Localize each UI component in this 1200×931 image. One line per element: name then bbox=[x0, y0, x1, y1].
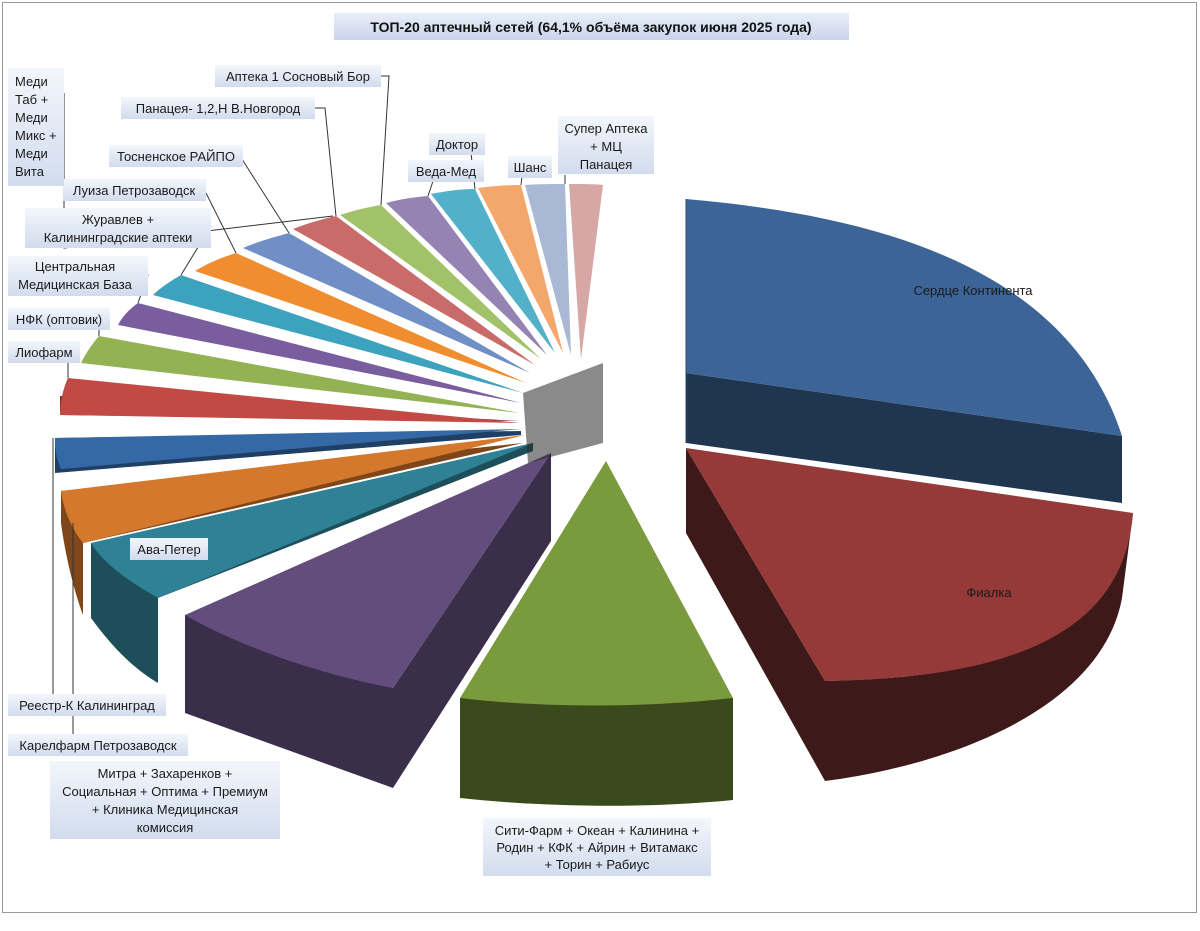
slice-fialka-top bbox=[686, 448, 1133, 681]
svg-text:Центральная: Центральная bbox=[35, 259, 115, 274]
label-reestr: Реестр-К Калининград bbox=[8, 694, 166, 716]
label-mitra: Митра + Захаренков + Социальная + Оптима… bbox=[50, 761, 280, 839]
label-fialka: Фиалка bbox=[966, 585, 1012, 600]
svg-text:НФК (оптовик): НФК (оптовик) bbox=[16, 312, 102, 327]
label-veda: Веда-Мед bbox=[408, 160, 484, 182]
svg-text:Микс +: Микс + bbox=[15, 128, 57, 143]
slice-shans-top bbox=[478, 185, 563, 353]
slice-veda-top bbox=[386, 196, 547, 355]
svg-text:+ МЦ: + МЦ bbox=[590, 139, 622, 154]
label-serdce: Сердце Континента bbox=[913, 283, 1033, 298]
svg-text:Доктор: Доктор bbox=[436, 137, 478, 152]
slice-apteka1-top bbox=[340, 205, 541, 359]
label-city: Сити-Фарм + Океан + Калинина + Родин + К… bbox=[483, 818, 711, 876]
slice-zhuravlev-top bbox=[153, 275, 523, 393]
svg-text:Социальная + Оптима + Премиум: Социальная + Оптима + Премиум bbox=[62, 784, 268, 799]
svg-text:Тосненское РАЙПО: Тосненское РАЙПО bbox=[117, 149, 235, 164]
svg-text:Лиофарм: Лиофарм bbox=[15, 345, 72, 360]
svg-text:Реестр-К Калининград: Реестр-К Калининград bbox=[19, 698, 155, 713]
svg-text:Карелфарм Петрозаводск: Карелфарм Петрозаводск bbox=[19, 738, 177, 753]
svg-text:Митра + Захаренков +: Митра + Захаренков + bbox=[98, 766, 233, 781]
label-nfk: НФК (оптовик) bbox=[8, 308, 110, 330]
label-liofarm: Лиофарм bbox=[8, 341, 80, 363]
slice-medi-top bbox=[569, 184, 603, 359]
svg-text:+ Торин + Рабиус: + Торин + Рабиус bbox=[545, 857, 650, 872]
pie-chart: ТОП-20 аптечный сетей (64,1% объёма заку… bbox=[8, 13, 1133, 876]
svg-text:Веда-Мед: Веда-Мед bbox=[416, 164, 477, 179]
svg-text:Фиалка: Фиалка bbox=[966, 585, 1012, 600]
svg-text:Родин + КФК + Айрин + Витамакс: Родин + КФК + Айрин + Витамакс bbox=[496, 840, 698, 855]
slice-reestr-top bbox=[55, 429, 521, 469]
svg-text:Панацея- 1,2,Н В.Новгород: Панацея- 1,2,Н В.Новгород bbox=[136, 101, 301, 116]
svg-text:Медицинская База: Медицинская База bbox=[18, 277, 133, 292]
svg-text:Супер Аптека: Супер Аптека bbox=[565, 121, 649, 136]
slice-mitra-side bbox=[185, 453, 551, 788]
slice-doktor-top bbox=[431, 189, 555, 353]
svg-text:Вита: Вита bbox=[15, 164, 45, 179]
label-ava: Ава-Петер bbox=[130, 538, 208, 560]
label-tosno: Тосненское РАЙПО bbox=[109, 145, 243, 167]
slice-mitra-top bbox=[185, 453, 551, 688]
svg-text:Меди: Меди bbox=[15, 74, 48, 89]
label-luiza: Луиза Петрозаводск bbox=[63, 179, 206, 201]
svg-text:Ава-Петер: Ава-Петер bbox=[137, 542, 200, 557]
slice-fialka-side bbox=[686, 448, 1133, 781]
label-panacea: Панацея- 1,2,Н В.Новгород bbox=[121, 97, 315, 119]
svg-text:Журавлев +: Журавлев + bbox=[82, 212, 154, 227]
svg-text:Калининградские аптеки: Калининградские аптеки bbox=[44, 230, 193, 245]
svg-text:Луиза Петрозаводск: Луиза Петрозаводск bbox=[73, 183, 196, 198]
slice-liofarm-top bbox=[60, 378, 520, 423]
slice-luiza-top bbox=[195, 253, 526, 383]
slice-city-side bbox=[460, 698, 733, 806]
label-medi: Меди Таб + Меди Микс + Меди Вита bbox=[8, 68, 64, 186]
slice-serdce-top bbox=[686, 199, 1122, 436]
label-karel: Карелфарм Петрозаводск bbox=[8, 734, 188, 756]
label-apteka1: Аптека 1 Сосновый Бор bbox=[215, 65, 381, 87]
slice-karel-top bbox=[61, 435, 525, 543]
slice-nfk-top bbox=[81, 336, 520, 413]
slice-super-top bbox=[525, 184, 571, 355]
svg-text:Сити-Фарм + Океан + Калинина +: Сити-Фарм + Океан + Калинина + bbox=[495, 823, 699, 838]
chart-frame: ТОП-20 аптечный сетей (64,1% объёма заку… bbox=[2, 2, 1197, 913]
svg-text:Панацея: Панацея bbox=[580, 157, 633, 172]
svg-text:комиссия: комиссия bbox=[137, 820, 194, 835]
chart-title: ТОП-20 аптечный сетей (64,1% объёма заку… bbox=[370, 19, 811, 35]
slices-dark-sides bbox=[523, 363, 603, 463]
label-shans: Шанс bbox=[508, 156, 552, 178]
svg-text:Сердце Континента: Сердце Континента bbox=[913, 283, 1033, 298]
svg-text:Таб +: Таб + bbox=[15, 92, 48, 107]
slice-panacea-top bbox=[293, 216, 535, 365]
label-central: Центральная Медицинская База bbox=[8, 256, 148, 296]
slice-central-top bbox=[118, 303, 521, 403]
svg-text:Меди: Меди bbox=[15, 146, 48, 161]
label-zhuravlev: Журавлев + Калининградские аптеки bbox=[25, 208, 211, 248]
chart-title-box bbox=[334, 13, 849, 40]
slice-tosno-top bbox=[243, 233, 530, 373]
svg-text:Меди: Меди bbox=[15, 110, 48, 125]
svg-text:Аптека 1 Сосновый Бор: Аптека 1 Сосновый Бор bbox=[226, 69, 370, 84]
slice-serdce-side bbox=[686, 373, 1122, 503]
svg-text:+ Клиника Медицинская: + Клиника Медицинская bbox=[92, 802, 238, 817]
label-doktor: Доктор bbox=[429, 133, 485, 155]
label-super: Супер Аптека + МЦ Панацея bbox=[558, 116, 654, 174]
svg-text:Шанс: Шанс bbox=[514, 160, 547, 175]
slice-city-top bbox=[460, 461, 733, 706]
